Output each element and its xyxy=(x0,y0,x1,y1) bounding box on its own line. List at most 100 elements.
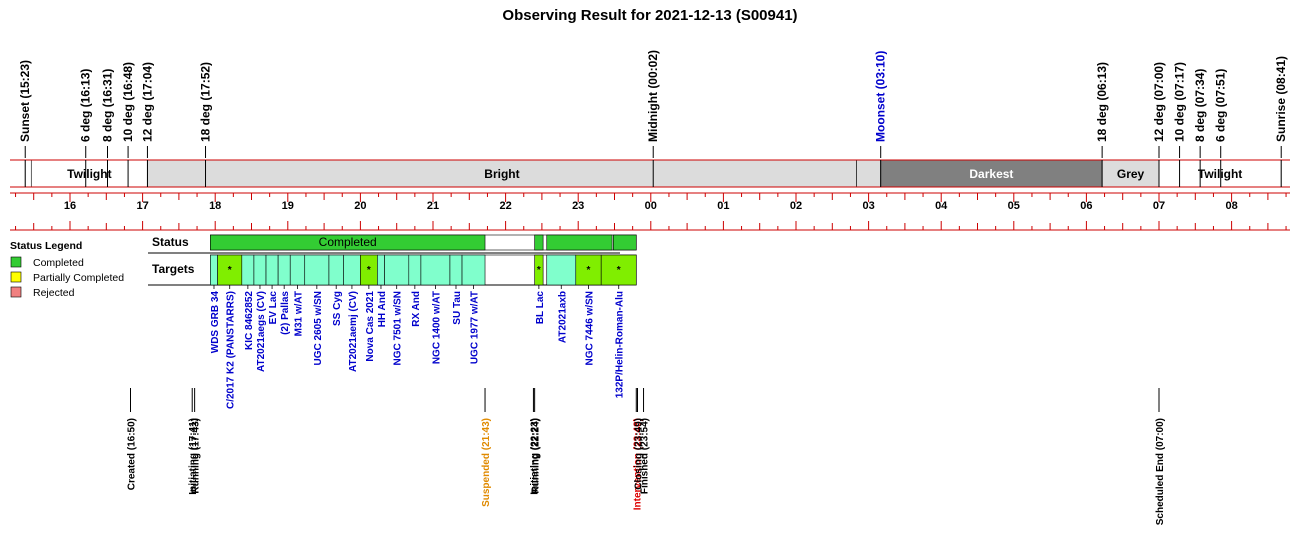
sky-segment-label: Twilight xyxy=(1198,167,1242,181)
time-axis: 16 17 18 19 20 21 22 23 00 01 02 03 04 05 06 07 08 xyxy=(10,192,1290,231)
axis-hour-label: 17 xyxy=(136,200,148,212)
legend-title: Status Legend xyxy=(10,240,82,252)
target-block xyxy=(546,254,577,286)
sky-segment-label: Bright xyxy=(484,167,519,181)
target-label: RX And xyxy=(411,291,422,327)
sky-segment xyxy=(856,159,882,188)
top-event-label: Moonset (03:10) xyxy=(874,51,888,142)
target-block xyxy=(210,254,218,286)
bottom-event-label: Created (16:50) xyxy=(127,418,138,490)
bottom-event-label: Suspended (21:43) xyxy=(481,418,492,507)
target-block xyxy=(241,254,255,286)
target-label: HH And xyxy=(377,291,388,327)
status-segment-label: Completed xyxy=(319,235,377,249)
top-event-label: 18 deg (17:52) xyxy=(199,62,213,142)
bottom-event-label: Intervention (23:48) xyxy=(632,418,643,510)
target-label: BL Lac xyxy=(535,291,546,325)
bottom-event-label: Closing (23:49) xyxy=(633,418,644,490)
axis-hour-label: 08 xyxy=(1225,200,1237,212)
target-block xyxy=(461,254,486,286)
legend-swatch xyxy=(10,286,22,298)
target-marker: * xyxy=(228,265,232,276)
bottom-event-label: Running (17:43) xyxy=(191,418,202,494)
target-marker: * xyxy=(587,265,591,276)
axis-hour-label: 18 xyxy=(209,200,221,212)
bottom-event-label: Scheduled End (07:00) xyxy=(1155,418,1166,525)
target-block xyxy=(328,254,344,286)
sky-segment xyxy=(147,159,857,188)
axis-hour-label: 05 xyxy=(1008,200,1020,212)
target-block xyxy=(217,254,243,286)
top-event-label: 6 deg (07:51) xyxy=(1214,69,1228,142)
legend-swatch xyxy=(10,256,22,268)
top-event-label: 10 deg (07:17) xyxy=(1173,62,1187,142)
status-row-label: Status xyxy=(152,235,189,249)
top-event-label: Sunset (15:23) xyxy=(18,60,32,142)
bottom-event-label: Initiating (17:41) xyxy=(188,418,199,495)
target-marker: * xyxy=(537,265,541,276)
sky-condition-band: Twilight Bright Darkest Grey Twilight xyxy=(10,159,1290,188)
top-events: Sunset (15:23) 6 deg (16:13) 8 deg (16:31)… xyxy=(18,50,1288,187)
target-label: UGC 1977 w/AT xyxy=(470,291,481,364)
status-row: Status Completed xyxy=(148,234,637,254)
target-block xyxy=(343,254,361,286)
target-label: WDS GRB 34 xyxy=(210,291,221,354)
target-label: NGC 7446 w/SN xyxy=(584,291,595,365)
target-label: UGC 2605 w/SN xyxy=(313,291,324,365)
status-segment xyxy=(210,234,486,251)
axis-hour-label: 22 xyxy=(499,200,511,212)
target-marker: * xyxy=(367,265,371,276)
target-label: (2) Pallas xyxy=(280,291,291,335)
axis-hour-label: 01 xyxy=(717,200,729,212)
top-event-label: 6 deg (16:13) xyxy=(79,69,93,142)
sky-segment xyxy=(24,159,32,188)
axis-hour-label: 21 xyxy=(427,200,439,212)
status-segment xyxy=(534,234,544,251)
target-block xyxy=(420,254,451,286)
target-block xyxy=(289,254,306,286)
target-block xyxy=(575,254,602,286)
target-label: Nova Cas 2021 xyxy=(365,291,376,362)
top-event-label: 10 deg (16:48) xyxy=(121,62,135,142)
target-label: AT2021aemj (CV) xyxy=(348,291,359,372)
targets-row-label: Targets xyxy=(152,262,195,276)
target-block xyxy=(277,254,291,286)
target-block xyxy=(304,254,330,286)
legend-label: Rejected xyxy=(33,287,75,299)
legend-label: Partially Completed xyxy=(33,272,124,284)
axis-hour-label: 04 xyxy=(935,200,948,212)
target-label: SS Cyg xyxy=(332,291,343,326)
legend-label: Completed xyxy=(33,257,84,269)
top-event-label: Sunrise (08:41) xyxy=(1274,56,1288,142)
axis-hour-label: 02 xyxy=(790,200,802,212)
axis-hour-label: 03 xyxy=(862,200,874,212)
target-block xyxy=(600,254,637,286)
sky-segment-label: Grey xyxy=(1117,167,1145,181)
chart-title: Observing Result for 2021-12-13 (S00941) xyxy=(502,7,797,24)
target-label: KIC 8462852 xyxy=(244,291,255,350)
legend-swatch xyxy=(10,271,22,283)
target-label: SU Tau xyxy=(452,291,463,325)
top-event-label: 8 deg (16:31) xyxy=(101,69,115,142)
target-block xyxy=(408,254,422,286)
bottom-event-label: Running (22:24) xyxy=(531,418,542,494)
target-block xyxy=(377,254,385,286)
bottom-event-label: Initiating (22:23) xyxy=(529,418,540,495)
axis-hour-label: 07 xyxy=(1153,200,1165,212)
status-segment xyxy=(612,234,637,251)
bottom-event-label: Finished (23:54) xyxy=(640,418,651,494)
target-block xyxy=(253,254,267,286)
target-label: EV Lac xyxy=(268,291,279,325)
target-label: NGC 1400 w/AT xyxy=(431,291,442,364)
top-event-label: 18 deg (06:13) xyxy=(1095,62,1109,142)
status-segment xyxy=(546,234,613,251)
target-block xyxy=(449,254,463,286)
targets-row: Targets WDS GRB 34 * C/2017 K2 (PANSTARRS) K… xyxy=(148,254,637,409)
axis-hour-label: 19 xyxy=(282,200,294,212)
target-block xyxy=(265,254,279,286)
top-event-label: Midnight (00:02) xyxy=(646,50,660,142)
axis-hour-label: 16 xyxy=(64,200,76,212)
target-block xyxy=(384,254,410,286)
axis-hour-label: 06 xyxy=(1080,200,1092,212)
